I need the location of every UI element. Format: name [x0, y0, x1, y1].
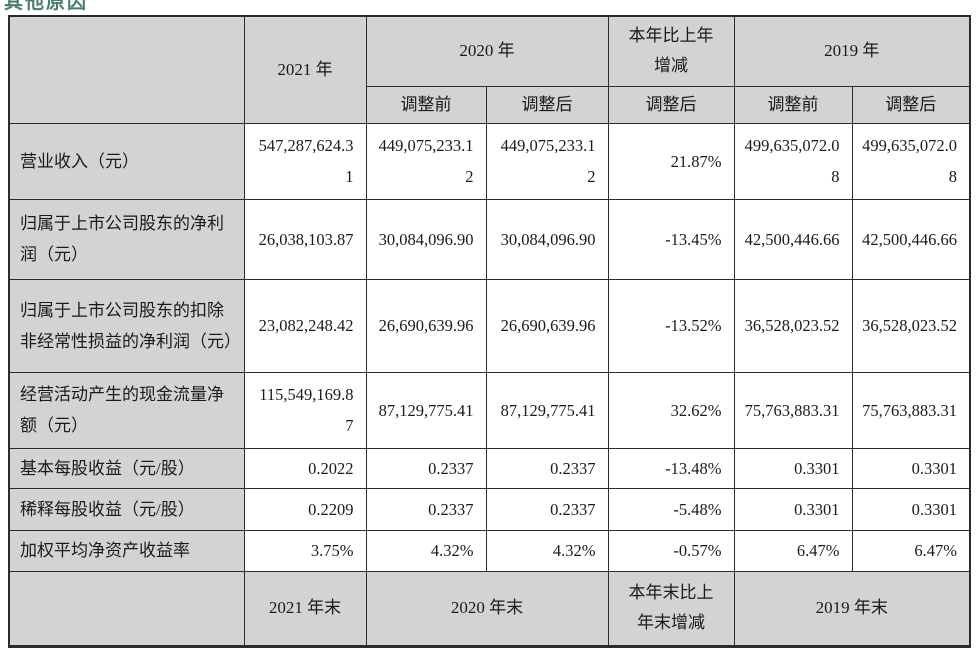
cell-2020-before: 87,129,775.41 [365, 371, 487, 449]
row-label: 经营活动产生的现金流量净额（元） [8, 371, 245, 449]
page-top-label: 其他原因 [4, 0, 89, 13]
row-label: 加权平均净资产收益率 [8, 529, 245, 572]
cell-2019-before: 499,635,072.08 [733, 122, 853, 200]
table-row-net-profit: 归属于上市公司股东的净利润（元） 26,038,103.87 30,084,09… [8, 198, 971, 280]
footer-row: 2021 年末 2020 年末 本年末比上年末增减 2019 年末 [8, 570, 971, 647]
cell-2020-before: 0.2337 [365, 447, 487, 489]
table-row-operating-cash-flow: 经营活动产生的现金流量净额（元） 115,549,169.87 87,129,7… [8, 371, 971, 449]
header-year-2020: 2020 年 [365, 15, 609, 87]
cell-2019-before: 6.47% [733, 529, 853, 572]
cell-2019-before: 36,528,023.52 [733, 278, 853, 373]
cell-2021: 3.75% [243, 529, 367, 572]
cell-change: -0.57% [607, 529, 735, 572]
table-row-basic-eps: 基本每股收益（元/股） 0.2022 0.2337 0.2337 -13.48%… [8, 447, 971, 489]
cell-2021: 0.2209 [243, 487, 367, 531]
cell-2020-before: 0.2337 [365, 487, 487, 531]
cell-2019-before: 42,500,446.66 [733, 198, 853, 280]
header-2020-adjust-before: 调整前 [365, 85, 487, 124]
cell-2020-after: 4.32% [485, 529, 609, 572]
cell-2020-after: 26,690,639.96 [485, 278, 609, 373]
row-label: 营业收入（元） [8, 122, 245, 200]
header-2019-adjust-before: 调整前 [733, 85, 853, 124]
header-change: 本年比上年增减 [607, 15, 735, 87]
row-label: 归属于上市公司股东的扣除非经常性损益的净利润（元） [8, 278, 245, 373]
cell-2019-after: 42,500,446.66 [851, 198, 971, 280]
header-year-2021: 2021 年 [243, 15, 367, 124]
cell-2021: 0.2022 [243, 447, 367, 489]
footer-year-end-2019: 2019 年末 [733, 570, 971, 647]
cell-2020-before: 30,084,096.90 [365, 198, 487, 280]
cell-2019-before: 0.3301 [733, 487, 853, 531]
footer-year-end-2021: 2021 年末 [243, 570, 367, 647]
header-change-adjust-after: 调整后 [607, 85, 735, 124]
cell-2021: 23,082,248.42 [243, 278, 367, 373]
table-row-weighted-avg-roe: 加权平均净资产收益率 3.75% 4.32% 4.32% -0.57% 6.47… [8, 529, 971, 572]
cell-2021: 547,287,624.31 [243, 122, 367, 200]
footer-year-end-2020: 2020 年末 [365, 570, 609, 647]
cell-2020-after: 449,075,233.12 [485, 122, 609, 200]
cell-2021: 115,549,169.87 [243, 371, 367, 449]
header-2020-adjust-after: 调整后 [485, 85, 609, 124]
cell-2020-after: 30,084,096.90 [485, 198, 609, 280]
cell-2019-before: 0.3301 [733, 447, 853, 489]
header-year-2019: 2019 年 [733, 15, 971, 87]
cell-change: -5.48% [607, 487, 735, 531]
cell-2019-after: 75,763,883.31 [851, 371, 971, 449]
cell-2019-before: 75,763,883.31 [733, 371, 853, 449]
cell-2020-before: 4.32% [365, 529, 487, 572]
footer-change: 本年末比上年末增减 [607, 570, 735, 647]
cell-2019-after: 6.47% [851, 529, 971, 572]
financial-indicators-table: 2021 年 2020 年 本年比上年增减 2019 年 调整前 调整后 调整后… [8, 15, 971, 648]
cell-2020-after: 87,129,775.41 [485, 371, 609, 449]
cell-2020-after: 0.2337 [485, 447, 609, 489]
cell-2020-before: 449,075,233.12 [365, 122, 487, 200]
cell-2019-after: 36,528,023.52 [851, 278, 971, 373]
table-row-diluted-eps: 稀释每股收益（元/股） 0.2209 0.2337 0.2337 -5.48% … [8, 487, 971, 531]
cell-change: -13.45% [607, 198, 735, 280]
cell-2020-before: 26,690,639.96 [365, 278, 487, 373]
cell-2019-after: 499,635,072.08 [851, 122, 971, 200]
header-row-2: 调整前 调整后 调整后 调整前 调整后 [9, 85, 971, 124]
header-row-1: 2021 年 2020 年 本年比上年增减 2019 年 [8, 15, 971, 124]
cell-change: 32.62% [607, 371, 735, 449]
cell-change: -13.48% [607, 447, 735, 489]
header-2019-adjust-after: 调整后 [851, 85, 971, 124]
footer-empty-cell [8, 570, 245, 647]
header-empty-cell [8, 15, 245, 124]
cell-2019-after: 0.3301 [851, 487, 971, 531]
cell-change: 21.87% [607, 122, 735, 200]
table-row-deducted-net-profit: 归属于上市公司股东的扣除非经常性损益的净利润（元） 23,082,248.42 … [8, 278, 971, 373]
table-row-revenue: 营业收入（元） 547,287,624.31 449,075,233.12 44… [8, 122, 971, 200]
row-label: 基本每股收益（元/股） [8, 447, 245, 489]
cell-2021: 26,038,103.87 [243, 198, 367, 280]
cell-2020-after: 0.2337 [485, 487, 609, 531]
cell-2019-after: 0.3301 [851, 447, 971, 489]
cell-change: -13.52% [607, 278, 735, 373]
row-label: 归属于上市公司股东的净利润（元） [8, 198, 245, 280]
row-label: 稀释每股收益（元/股） [8, 487, 245, 531]
